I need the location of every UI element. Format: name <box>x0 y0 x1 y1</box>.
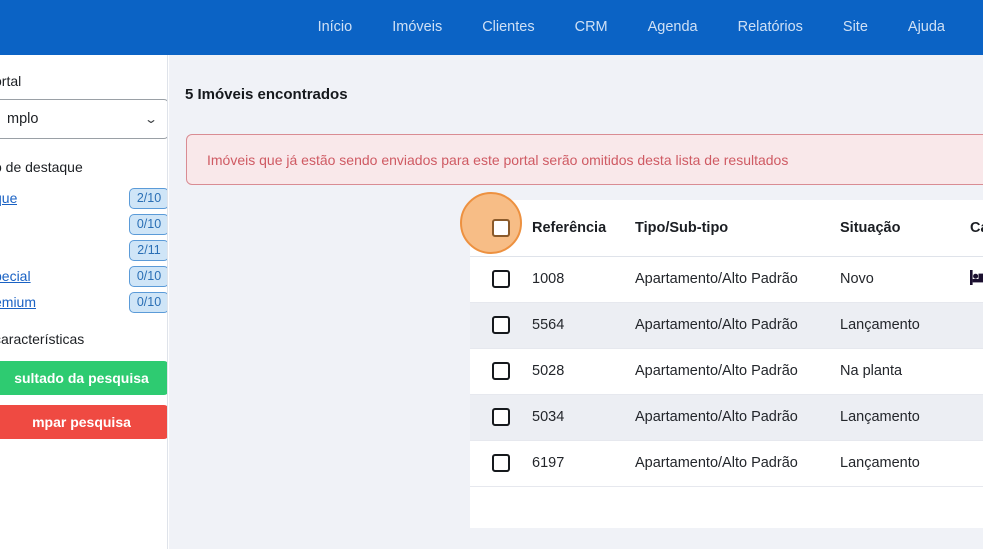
nav-link-crm[interactable]: CRM <box>574 19 608 36</box>
warning-alert-text: Imóveis que já estão sendo enviados para… <box>207 151 789 168</box>
row-checkbox[interactable] <box>492 454 510 472</box>
nav-link-site[interactable]: Site <box>842 19 868 36</box>
table-header-row: Referência Tipo/Sub-tipo Situação Cara <box>470 200 983 257</box>
results-table-card: Referência Tipo/Sub-tipo Situação Cara 1… <box>470 200 983 528</box>
highlight-heading: o de destaque <box>0 159 83 175</box>
cell-referencia: 5034 <box>532 394 635 441</box>
cell-caracteristicas <box>970 256 983 303</box>
cell-situacao: Lançamento <box>840 394 970 441</box>
cell-tipo: Apartamento/Alto Padrão <box>635 348 840 395</box>
cell-tipo: Apartamento/Alto Padrão <box>635 440 840 487</box>
cell-tipo: Apartamento/Alto Padrão <box>635 302 840 349</box>
column-header-tipo[interactable]: Tipo/Sub-tipo <box>635 200 840 257</box>
table-header: Referência Tipo/Sub-tipo Situação Cara <box>470 200 983 257</box>
portal-select-value: mplo <box>7 111 39 127</box>
row-checkbox[interactable] <box>492 362 510 380</box>
column-header-caracteristicas[interactable]: Cara <box>970 200 983 257</box>
feature-list: que 2/10 0/10 2/11 pecial 0/10 emium 0/1… <box>0 185 167 315</box>
feature-link-destaque[interactable]: que <box>0 190 18 206</box>
row-checkbox[interactable] <box>492 408 510 426</box>
cell-tipo: Apartamento/Alto Padrão <box>635 256 840 303</box>
nav-link-inicio[interactable]: Início <box>317 19 353 36</box>
feature-row: emium 0/10 <box>0 289 167 315</box>
table-row[interactable]: 5028 Apartamento/Alto Padrão Na planta <box>470 348 983 395</box>
feature-row: 0/10 <box>0 211 167 237</box>
results-title: 5 Imóveis encontrados <box>185 86 348 103</box>
cell-situacao: Na planta <box>840 348 970 395</box>
cell-caracteristicas <box>970 394 983 441</box>
nav-link-imoveis[interactable]: Imóveis <box>392 19 443 36</box>
table-body: 1008 Apartamento/Alto Padrão Novo <box>470 256 983 487</box>
feature-link-especial[interactable]: pecial <box>0 268 31 284</box>
table-row[interactable]: 5564 Apartamento/Alto Padrão Lançamento <box>470 302 983 349</box>
column-header-referencia[interactable]: Referência <box>532 200 635 257</box>
nav-link-agenda[interactable]: Agenda <box>647 19 698 36</box>
cell-referencia: 5028 <box>532 348 635 395</box>
feature-row: 2/11 <box>0 237 167 263</box>
cell-referencia: 6197 <box>532 440 635 487</box>
feature-badge[interactable]: 0/10 <box>129 213 167 235</box>
cell-caracteristicas <box>970 348 983 395</box>
cell-situacao: Lançamento <box>840 440 970 487</box>
main-content: 5 Imóveis encontrados Imóveis que já est… <box>169 55 983 549</box>
row-select-cell <box>470 440 532 487</box>
row-select-cell <box>470 256 532 303</box>
feature-row: que 2/10 <box>0 185 167 211</box>
row-checkbox[interactable] <box>492 270 510 288</box>
cell-referencia: 5564 <box>532 302 635 349</box>
results-table: Referência Tipo/Sub-tipo Situação Cara 1… <box>470 200 983 487</box>
sidebar: ortal mplo ⌄ o de destaque que 2/10 0/10… <box>0 55 168 549</box>
cell-situacao: Novo <box>840 256 970 303</box>
select-all-checkbox[interactable] <box>492 218 510 237</box>
cell-situacao: Lançamento <box>840 302 970 349</box>
portal-select[interactable]: mplo ⌄ <box>0 99 167 139</box>
feature-row: pecial 0/10 <box>0 263 167 289</box>
cell-caracteristicas <box>970 440 983 487</box>
nav-link-clientes[interactable]: Clientes <box>482 19 535 36</box>
search-result-button[interactable]: sultado da pesquisa <box>0 361 167 395</box>
characteristics-label: características <box>0 331 85 347</box>
table-row[interactable]: 6197 Apartamento/Alto Padrão Lançamento <box>470 440 983 487</box>
table-row[interactable]: 5034 Apartamento/Alto Padrão Lançamento <box>470 394 983 441</box>
nav-link-ajuda[interactable]: Ajuda <box>907 19 945 36</box>
row-select-cell <box>470 348 532 395</box>
feature-link-premium[interactable]: emium <box>0 294 37 310</box>
table-row[interactable]: 1008 Apartamento/Alto Padrão Novo <box>470 256 983 303</box>
feature-badge[interactable]: 2/11 <box>129 239 167 261</box>
bed-icon <box>970 269 983 285</box>
navbar-links: Início Imóveis Clientes CRM Agenda Relat… <box>298 12 965 43</box>
row-select-cell <box>470 302 532 349</box>
portal-label: ortal <box>0 73 22 89</box>
feature-badge[interactable]: 2/10 <box>129 187 167 209</box>
row-select-cell <box>470 394 532 441</box>
top-navbar: Início Imóveis Clientes CRM Agenda Relat… <box>0 0 983 55</box>
chevron-down-icon: ⌄ <box>143 112 159 126</box>
cell-tipo: Apartamento/Alto Padrão <box>635 394 840 441</box>
cell-referencia: 1008 <box>532 256 635 303</box>
select-all-header <box>470 200 532 257</box>
feature-badge[interactable]: 0/10 <box>129 291 167 313</box>
cell-caracteristicas <box>970 302 983 349</box>
row-checkbox[interactable] <box>492 316 510 334</box>
clear-search-button[interactable]: mpar pesquisa <box>0 405 167 439</box>
feature-badge[interactable]: 0/10 <box>129 265 167 287</box>
warning-alert: Imóveis que já estão sendo enviados para… <box>186 134 983 185</box>
nav-link-relatorios[interactable]: Relatórios <box>737 19 803 36</box>
column-header-situacao[interactable]: Situação <box>840 200 970 257</box>
